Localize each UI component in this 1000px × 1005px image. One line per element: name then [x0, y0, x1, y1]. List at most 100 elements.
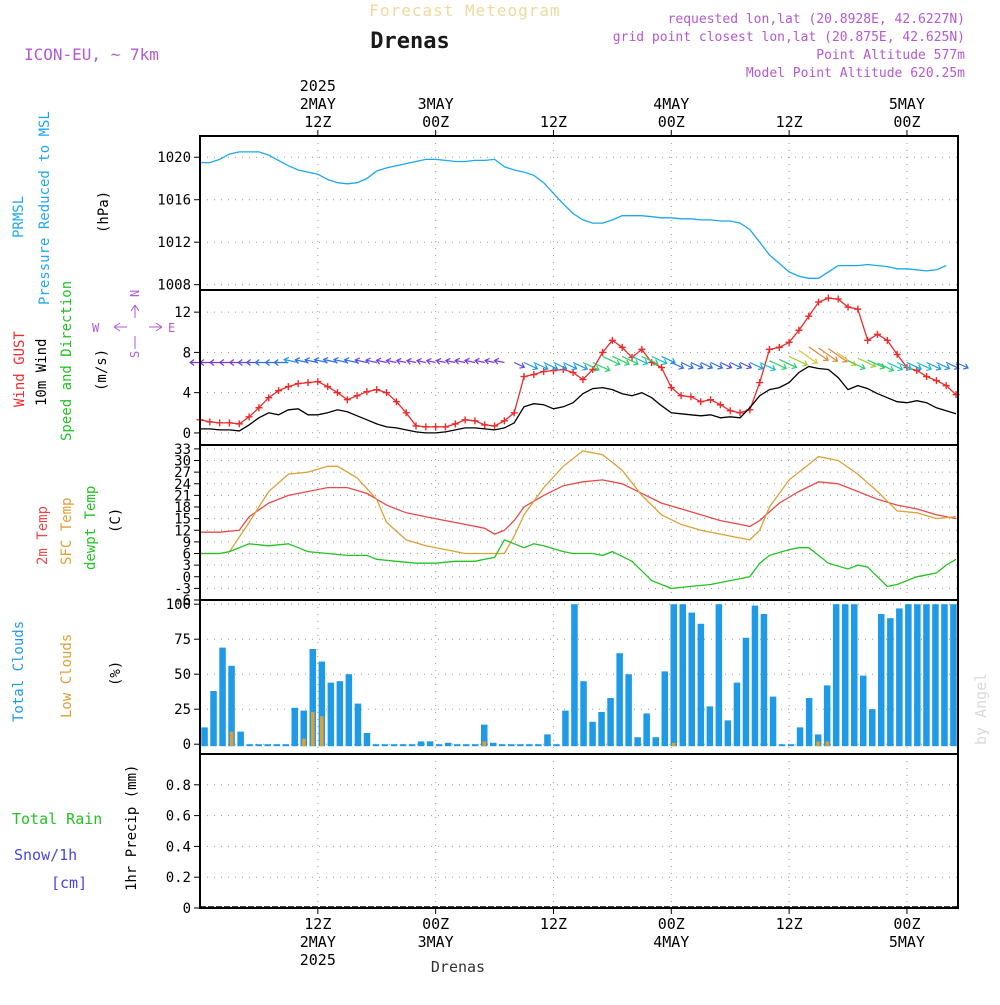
wind-arrow [887, 361, 904, 372]
gust-point [235, 420, 243, 428]
total-cloud-bar [237, 731, 244, 747]
gust-point [893, 350, 901, 358]
total-cloud-bar [282, 744, 289, 747]
low-cloud-bar [229, 731, 234, 747]
wind-arrow [563, 361, 578, 371]
total-cloud-bar [508, 744, 515, 747]
wind-arrow [847, 360, 866, 371]
x-tick-label-top: 4MAY [653, 95, 689, 113]
wind-arrow [294, 357, 309, 364]
x-tick-label-top: 00Z [658, 113, 685, 131]
series-line-dewpt-temp [200, 539, 957, 590]
x-tick-label-bottom: 00Z [893, 915, 920, 933]
wind-dir-label: Speed and Direction [59, 281, 75, 441]
total-cloud-bar [481, 724, 488, 747]
x-tick-label-top: 12Z [776, 113, 803, 131]
gust-point [677, 392, 685, 400]
total-cloud-bar [688, 612, 695, 747]
x-tick-label-bottom: 00Z [658, 915, 685, 933]
total-cloud-bar [490, 742, 497, 747]
point-altitude: Point Altitude 577m [816, 48, 965, 63]
x-tick-label-top: 00Z [893, 113, 920, 131]
wind-arrow [602, 355, 621, 366]
y-tick-label: 1008 [157, 278, 191, 294]
wind-arrow [867, 359, 886, 370]
total-cloud-bar [670, 604, 677, 747]
wind-arrow [425, 357, 436, 365]
y-tick-label: 15 [174, 512, 191, 528]
y-tick-label: -6 [174, 593, 191, 609]
gust-point [530, 371, 538, 379]
y-tick-label: 25 [174, 702, 191, 718]
gust-point [599, 348, 607, 356]
total-cloud-bar [544, 734, 551, 747]
gust-point [854, 305, 862, 313]
total-cloud-bar [517, 744, 524, 747]
total-cloud-bar [399, 744, 407, 747]
model-altitude: Model Point Altitude 620.25m [746, 66, 965, 81]
wind-arrow [198, 359, 210, 366]
y-tick-label: 0 [183, 426, 191, 442]
gust-point [294, 380, 302, 388]
x-tick-label-bottom: 00Z [422, 915, 449, 933]
gust-point [569, 369, 577, 377]
x-tick-label-bottom: 12Z [540, 915, 567, 933]
total-clouds-label: Total Clouds [11, 621, 27, 722]
total-cloud-bar [589, 721, 596, 747]
gust-point [432, 423, 440, 431]
total-cloud-bar [291, 707, 298, 747]
x-tick-label-bottom: 5MAY [889, 933, 925, 951]
total-cloud-bar [760, 614, 768, 747]
wind-arrow [828, 348, 848, 363]
total-cloud-bar [769, 696, 777, 747]
total-cloud-bar [363, 733, 371, 747]
x-tick-label-top: 2MAY [300, 95, 336, 113]
gust-point [923, 373, 931, 381]
gust-point [412, 422, 420, 430]
wind-arrow [553, 361, 568, 371]
y-tick-label: 0.4 [166, 839, 191, 855]
low-clouds-label: Low Clouds [59, 634, 75, 718]
wind-arrow [651, 355, 668, 366]
wind-arrow [837, 352, 857, 367]
series-line-pressure [200, 151, 947, 279]
gust-point [815, 298, 823, 306]
total-cloud-bar [805, 698, 813, 747]
panel-frame [199, 289, 959, 446]
gust-label: Wind GUST [12, 331, 28, 407]
y-tick-label: 12 [174, 305, 191, 321]
total-cloud-bar [210, 691, 217, 747]
wind-arrow [283, 356, 299, 364]
gust-point [520, 373, 528, 381]
total-cloud-bar [571, 604, 578, 747]
wind-arrow [354, 357, 368, 365]
gust-point [225, 419, 233, 427]
total-cloud-bar [787, 744, 795, 747]
gust-point [471, 417, 479, 425]
y-tick-label: -3 [174, 581, 191, 597]
wind-arrow [416, 357, 426, 365]
y-tick-label: 0.6 [166, 809, 191, 825]
total-cloud-bar [264, 744, 271, 747]
total-cloud-bar [914, 604, 921, 747]
x-tick-label-top: 3MAY [418, 95, 454, 113]
wind-arrow [690, 361, 704, 370]
gust-point [451, 420, 459, 428]
compass-w: W [92, 321, 100, 335]
series-line-2m-temp [200, 479, 957, 535]
wind-arrow [720, 361, 733, 370]
gust-point [353, 392, 361, 400]
wind-label: 10m Wind [34, 339, 50, 406]
total-cloud-bar [327, 682, 335, 747]
wind-arrow [375, 357, 387, 365]
dewpt-label: dewpt Temp [83, 486, 99, 570]
snow-unit-label: [cm] [51, 874, 87, 892]
total-cloud-bar [697, 623, 705, 747]
total-cloud-bar [345, 674, 353, 747]
y-tick-label: 24 [174, 477, 191, 493]
wind-arrow [454, 357, 466, 365]
total-cloud-bar [616, 653, 623, 747]
wind-arrow [572, 361, 589, 371]
gust-point [265, 394, 273, 402]
